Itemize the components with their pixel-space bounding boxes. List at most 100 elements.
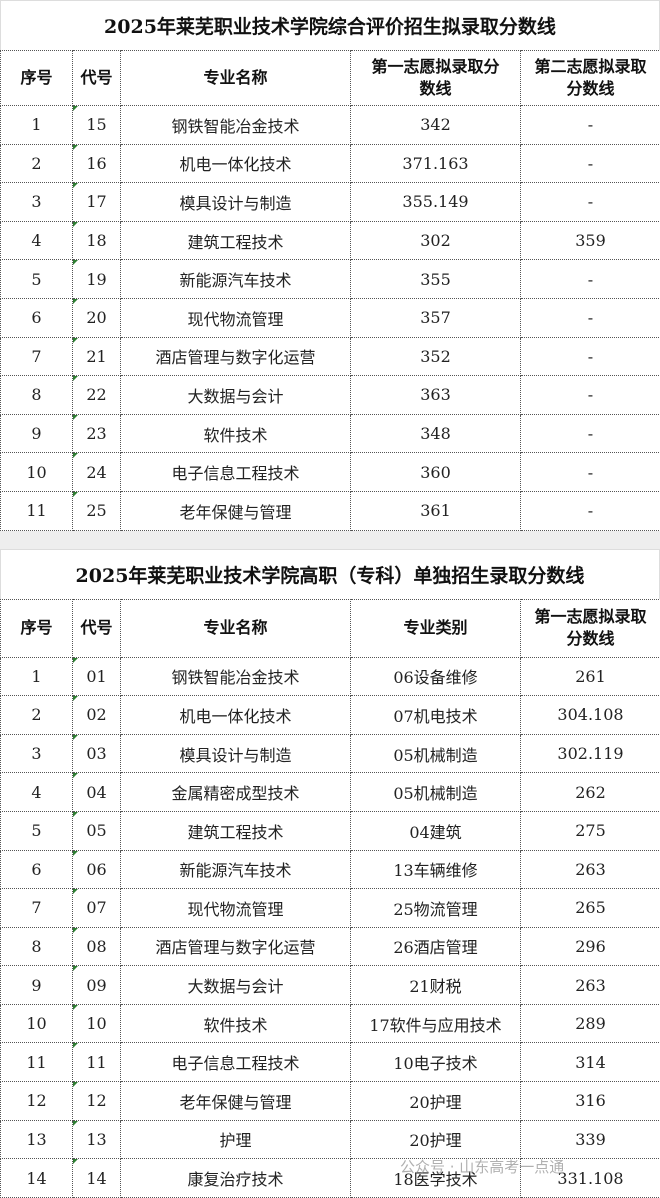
cell-major: 新能源汽车技术 <box>121 260 351 299</box>
cell-index: 6 <box>1 850 73 889</box>
cell-major: 机电一体化技术 <box>121 144 351 183</box>
cell-code: 20 <box>73 298 121 337</box>
cell-major: 机电一体化技术 <box>121 696 351 735</box>
cell-first-choice-score: 342 <box>351 106 521 145</box>
cell-code: 01 <box>73 657 121 696</box>
cell-major: 电子信息工程技术 <box>121 1043 351 1082</box>
cell-major: 大数据与会计 <box>121 376 351 415</box>
cell-first-choice-score: 352 <box>351 337 521 376</box>
cell-index: 1 <box>1 106 73 145</box>
table2-title: 2025年莱芜职业技术学院高职（专科）单独招生录取分数线 <box>0 549 660 599</box>
cell-major: 模具设计与制造 <box>121 183 351 222</box>
cell-second-choice-score: - <box>521 491 660 530</box>
table1-title: 2025年莱芜职业技术学院综合评价招生拟录取分数线 <box>0 0 660 50</box>
cell-first-choice-score: 302 <box>351 221 521 260</box>
cell-second-choice-score: - <box>521 298 660 337</box>
header-major: 专业名称 <box>121 51 351 106</box>
cell-category: 10电子技术 <box>351 1043 521 1082</box>
cell-first-choice-score: 314 <box>521 1043 660 1082</box>
cell-first-choice-score: 331.108 <box>521 1159 660 1198</box>
cell-code: 18 <box>73 221 121 260</box>
cell-code: 11 <box>73 1043 121 1082</box>
cell-index: 5 <box>1 811 73 850</box>
cell-category: 20护理 <box>351 1120 521 1159</box>
header-index: 序号 <box>1 599 73 657</box>
cell-major: 酒店管理与数字化运营 <box>121 337 351 376</box>
cell-category: 05机械制造 <box>351 773 521 812</box>
cell-first-choice-score: 355 <box>351 260 521 299</box>
cell-index: 2 <box>1 696 73 735</box>
cell-index: 1 <box>1 657 73 696</box>
cell-first-choice-score: 304.108 <box>521 696 660 735</box>
cell-major: 模具设计与制造 <box>121 734 351 773</box>
cell-second-choice-score: - <box>521 453 660 492</box>
cell-category: 18医学技术 <box>351 1159 521 1198</box>
cell-second-choice-score: - <box>521 414 660 453</box>
cell-category: 06设备维修 <box>351 657 521 696</box>
cell-code: 10 <box>73 1004 121 1043</box>
cell-code: 17 <box>73 183 121 222</box>
cell-code: 05 <box>73 811 121 850</box>
cell-second-choice-score: - <box>521 376 660 415</box>
cell-code: 15 <box>73 106 121 145</box>
cell-code: 23 <box>73 414 121 453</box>
cell-index: 9 <box>1 966 73 1005</box>
cell-index: 11 <box>1 491 73 530</box>
header-code: 代号 <box>73 51 121 106</box>
cell-code: 06 <box>73 850 121 889</box>
cell-code: 22 <box>73 376 121 415</box>
cell-first-choice-score: 265 <box>521 889 660 928</box>
cell-major: 金属精密成型技术 <box>121 773 351 812</box>
cell-index: 9 <box>1 414 73 453</box>
cell-first-choice-score: 261 <box>521 657 660 696</box>
cell-index: 7 <box>1 337 73 376</box>
cell-first-choice-score: 360 <box>351 453 521 492</box>
cell-code: 09 <box>73 966 121 1005</box>
cell-major: 护理 <box>121 1120 351 1159</box>
cell-major: 现代物流管理 <box>121 298 351 337</box>
cell-category: 07机电技术 <box>351 696 521 735</box>
cell-major: 软件技术 <box>121 1004 351 1043</box>
cell-code: 12 <box>73 1082 121 1121</box>
cell-index: 10 <box>1 1004 73 1043</box>
cell-code: 16 <box>73 144 121 183</box>
cell-first-choice-score: 363 <box>351 376 521 415</box>
cell-code: 02 <box>73 696 121 735</box>
cell-first-choice-score: 263 <box>521 850 660 889</box>
cell-category: 13车辆维修 <box>351 850 521 889</box>
cell-first-choice-score: 275 <box>521 811 660 850</box>
cell-major: 软件技术 <box>121 414 351 453</box>
cell-major: 老年保健与管理 <box>121 1082 351 1121</box>
cell-first-choice-score: 339 <box>521 1120 660 1159</box>
cell-major: 酒店管理与数字化运营 <box>121 927 351 966</box>
cell-first-choice-score: 357 <box>351 298 521 337</box>
cell-major: 建筑工程技术 <box>121 811 351 850</box>
cell-major: 大数据与会计 <box>121 966 351 1005</box>
cell-major: 建筑工程技术 <box>121 221 351 260</box>
cell-first-choice-score: 316 <box>521 1082 660 1121</box>
cell-index: 14 <box>1 1159 73 1198</box>
cell-code: 19 <box>73 260 121 299</box>
cell-first-choice-score: 296 <box>521 927 660 966</box>
cell-category: 26酒店管理 <box>351 927 521 966</box>
cell-first-choice-score: 361 <box>351 491 521 530</box>
cell-code: 13 <box>73 1120 121 1159</box>
cell-code: 14 <box>73 1159 121 1198</box>
cell-category: 05机械制造 <box>351 734 521 773</box>
